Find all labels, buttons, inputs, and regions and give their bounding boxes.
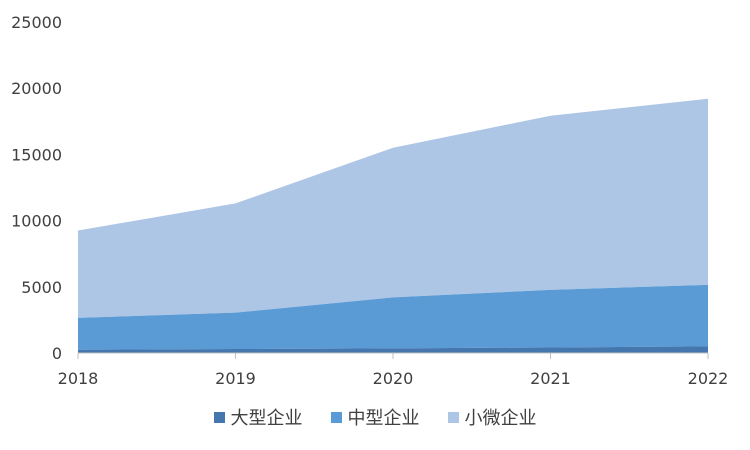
y-tick-label-2: 10000 <box>11 212 62 231</box>
chart-canvas: 0 5000 10000 15000 20000 25000 2018 2019 2020 202… <box>11 13 729 388</box>
y-tick-label-5: 25000 <box>11 13 62 32</box>
area-series-0 <box>78 346 708 353</box>
x-tick-label-0: 2018 <box>58 369 99 388</box>
legend-swatch-medium <box>330 411 342 423</box>
x-tick-label-3: 2021 <box>530 369 571 388</box>
y-tick-label-3: 15000 <box>11 145 62 164</box>
legend-label-small-micro: 小微企业 <box>464 408 537 429</box>
x-tick-label-4: 2022 <box>688 369 729 388</box>
x-tick-label-2: 2020 <box>373 369 414 388</box>
legend-swatch-small-micro <box>447 411 459 423</box>
legend-label-medium: 中型企业 <box>347 408 420 429</box>
y-tick-label-4: 20000 <box>11 79 62 98</box>
y-tick-label-0: 0 <box>52 344 62 363</box>
area-series-2 <box>78 98 708 318</box>
legend-item-large: 大型企业 <box>213 404 303 430</box>
area-series-1 <box>78 284 708 350</box>
y-tick-label-1: 5000 <box>21 278 62 297</box>
legend-item-medium: 中型企业 <box>330 404 420 430</box>
legend: 大型企业 中型企业 小微企业 <box>0 404 750 430</box>
legend-item-small-micro: 小微企业 <box>447 404 537 430</box>
legend-label-large: 大型企业 <box>230 408 303 429</box>
x-tick-label-1: 2019 <box>215 369 256 388</box>
legend-swatch-large <box>213 411 225 423</box>
